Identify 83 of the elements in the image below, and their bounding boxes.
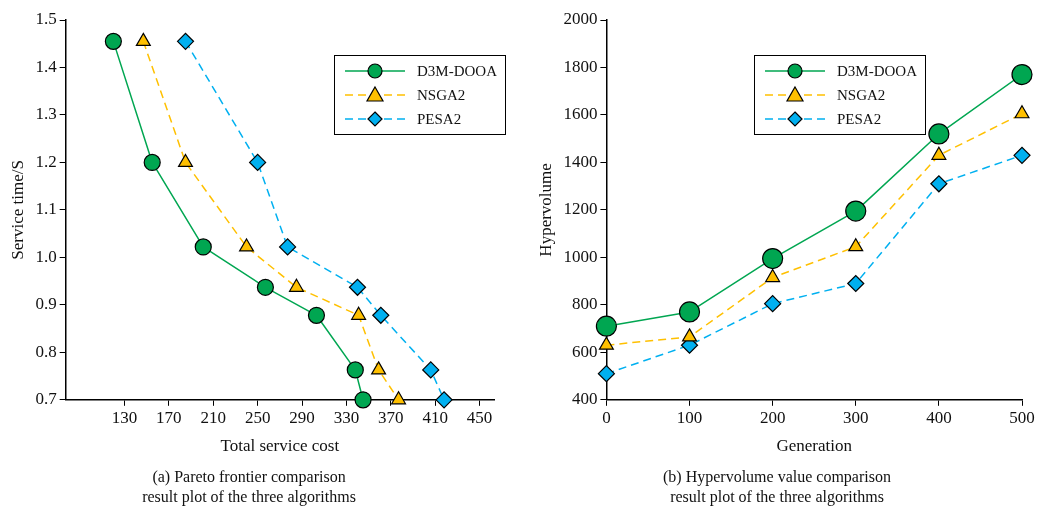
y-tick-label: 1.4: [35, 56, 58, 76]
point: [354, 391, 372, 409]
y-tick-label: 1.5: [35, 9, 57, 29]
point: [346, 361, 364, 379]
point: [764, 295, 782, 313]
y-tick-label: 1.2: [35, 151, 57, 171]
point: [1014, 105, 1030, 119]
x-tick-label: 400: [926, 408, 952, 428]
point: [435, 391, 453, 409]
point: [256, 278, 274, 296]
point: [249, 153, 267, 172]
point: [371, 361, 387, 375]
point: [351, 306, 367, 320]
point: [678, 301, 701, 323]
y-axis-title: Hypervolume: [535, 163, 555, 257]
legend-label: PESA2: [417, 110, 462, 128]
y-tick-label: 1.3: [35, 104, 57, 124]
point: [348, 278, 367, 296]
y-tick-label: 0.8: [35, 341, 57, 361]
x-axis-title: Generation: [776, 435, 853, 455]
x-tick-label: 250: [244, 408, 271, 428]
point: [765, 268, 781, 283]
x-tick-label: 130: [111, 408, 138, 428]
legend-label: NSGA2: [837, 86, 886, 104]
x-axis-title: Total service cost: [220, 435, 340, 455]
point: [681, 328, 698, 342]
y-tick-label: 1200: [563, 199, 598, 219]
y-tick-label: 800: [571, 294, 598, 314]
point: [598, 336, 614, 350]
text: (a) Pareto frontier comparison result plot of the three algorithms: [142, 468, 356, 506]
legend-label: D3M-DOOA: [837, 62, 917, 80]
point: [1011, 63, 1033, 86]
point: [1013, 146, 1031, 164]
point: [177, 153, 194, 168]
text: (b) Hypervolume value comparison result plot of the three algorithms: [663, 468, 891, 506]
y-tick-label: 1.0: [35, 246, 57, 266]
x-tick-label: 290: [289, 408, 315, 428]
point: [239, 238, 255, 252]
y-tick-label: 1600: [563, 104, 598, 124]
point: [848, 238, 864, 252]
x-tick-label: 0: [602, 408, 611, 428]
x-tick-label: 210: [200, 408, 226, 428]
point: [845, 200, 867, 222]
x-tick-label: 370: [378, 408, 404, 428]
point: [104, 32, 122, 50]
y-tick-label: 600: [571, 341, 598, 361]
y-tick-label: 1800: [563, 56, 598, 76]
x-tick-label: 170: [156, 408, 182, 428]
point: [931, 146, 947, 160]
x-tick-label: 450: [466, 408, 493, 428]
point: [847, 274, 865, 293]
y-tick-label: 2000: [563, 9, 598, 29]
x-tick-label: 300: [843, 408, 869, 428]
point: [176, 32, 195, 50]
point: [288, 278, 304, 292]
y-tick-label: 1.1: [35, 199, 57, 219]
legend-label: NSGA2: [417, 86, 466, 104]
point: [194, 238, 212, 256]
point: [278, 238, 297, 256]
x-tick-label: 500: [1009, 408, 1035, 428]
point: [930, 175, 948, 193]
point: [762, 247, 784, 270]
x-tick-label: 410: [422, 408, 448, 428]
point: [422, 361, 440, 379]
y-tick-label: 400: [571, 389, 598, 409]
legend-label: PESA2: [837, 110, 882, 128]
y-tick-label: 0.7: [35, 389, 58, 409]
y-axis-title: Service time/S: [7, 160, 27, 260]
point: [372, 306, 390, 324]
point: [597, 365, 615, 383]
x-tick-label: 100: [676, 408, 703, 428]
y-tick-label: 1400: [563, 151, 598, 171]
point: [135, 32, 151, 46]
x-tick-label: 330: [333, 408, 360, 428]
y-tick-label: 1000: [563, 246, 598, 266]
x-tick-label: 200: [759, 408, 786, 428]
y-tick-label: 0.9: [35, 294, 57, 314]
point: [595, 315, 617, 337]
legend-label: D3M-DOOA: [417, 62, 497, 80]
point: [391, 391, 407, 405]
point: [928, 123, 950, 145]
point: [307, 306, 326, 324]
point: [143, 153, 161, 172]
